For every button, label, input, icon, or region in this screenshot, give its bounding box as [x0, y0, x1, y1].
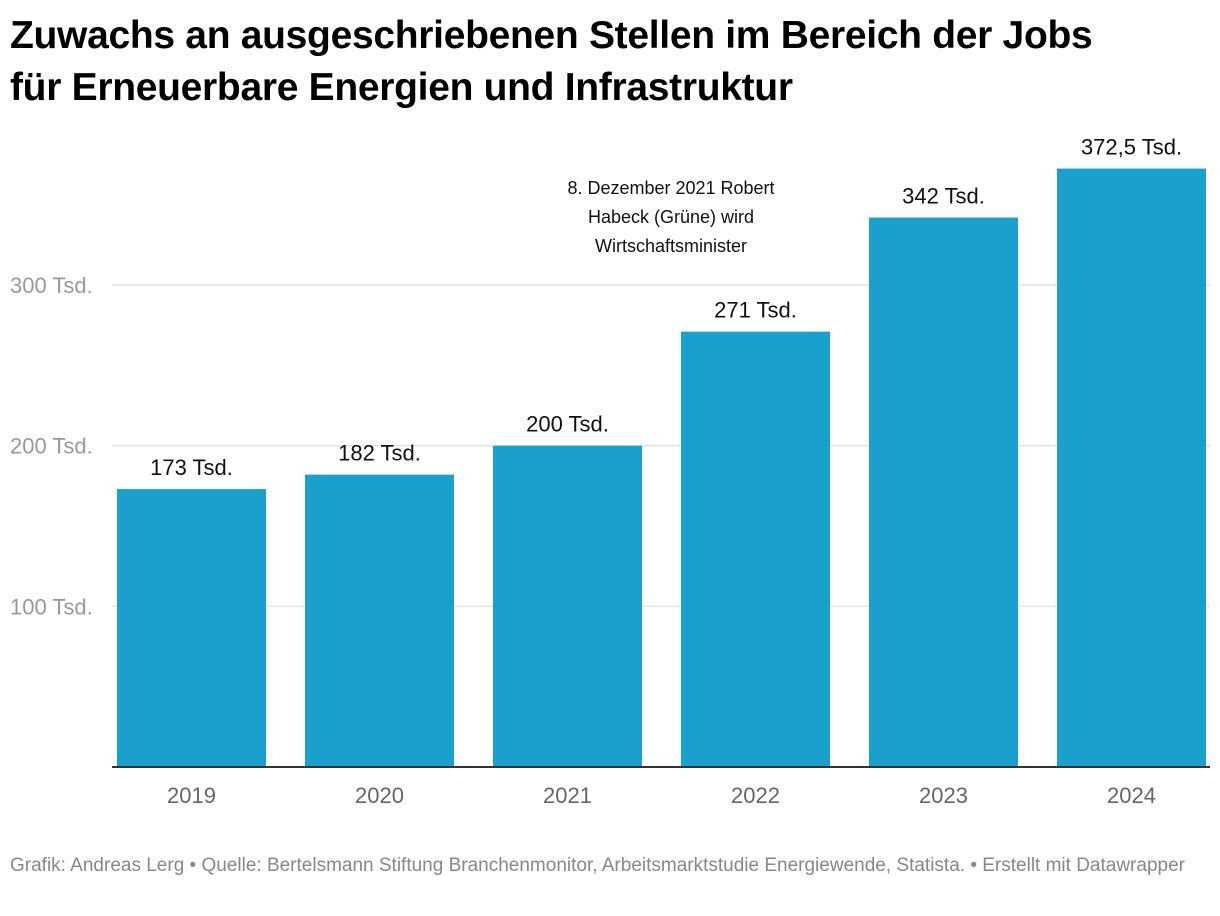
bar-value-label: 173 Tsd.	[150, 455, 233, 480]
chart-title: Zuwachs an ausgeschriebenen Stellen im B…	[10, 10, 1210, 114]
annotation-text-line: Habeck (Grüne) wird	[588, 207, 754, 227]
x-category-label: 2024	[1107, 783, 1156, 808]
bar	[493, 445, 642, 767]
y-tick-label: 100 Tsd.	[10, 594, 93, 619]
y-tick-label: 300 Tsd.	[10, 273, 93, 298]
chart-footer: Grafik: Andreas Lerg • Quelle: Bertelsma…	[10, 855, 1185, 876]
x-category-label: 2022	[731, 783, 780, 808]
bar-value-label: 372,5 Tsd.	[1081, 135, 1182, 160]
y-tick-label: 200 Tsd.	[10, 434, 93, 459]
annotation-text-line: Wirtschaftsminister	[595, 236, 747, 256]
annotation-text-line: 8. Dezember 2021 Robert	[567, 178, 774, 198]
bar	[117, 489, 266, 767]
x-category-label: 2020	[355, 783, 404, 808]
x-category-label: 2023	[919, 783, 968, 808]
bar	[305, 474, 454, 767]
bar	[681, 331, 830, 767]
x-category-label: 2021	[543, 783, 592, 808]
x-category-label: 2019	[167, 783, 216, 808]
bar-value-label: 200 Tsd.	[526, 412, 609, 437]
bar-value-label: 342 Tsd.	[902, 184, 985, 209]
chart-title-line-2: für Erneuerbare Energien und Infrastrukt…	[10, 66, 793, 109]
bar-value-label: 271 Tsd.	[714, 298, 797, 323]
bar	[1057, 168, 1206, 768]
bar-value-label: 182 Tsd.	[338, 441, 421, 466]
bar	[869, 217, 1018, 767]
chart-title-line-1: Zuwachs an ausgeschriebenen Stellen im B…	[10, 14, 1093, 57]
